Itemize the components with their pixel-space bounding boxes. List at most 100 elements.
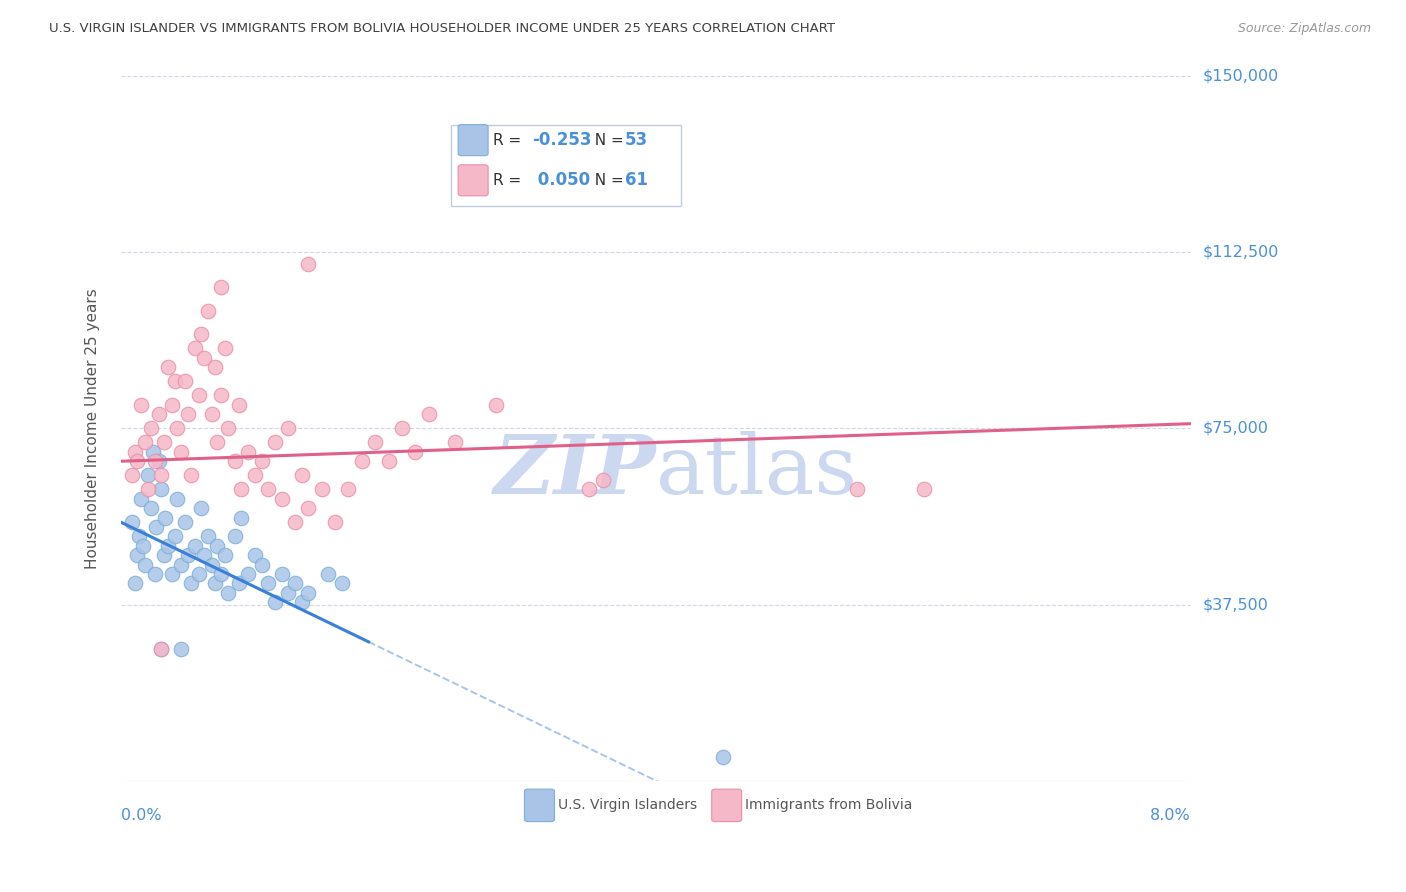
Point [391, 421, 413, 435]
Text: 0.0%: 0.0% [121, 808, 162, 823]
Point [177, 407, 200, 421]
Point [127, 454, 149, 468]
Y-axis label: Householder Income Under 25 years: Householder Income Under 25 years [86, 288, 100, 569]
Text: $112,500: $112,500 [1202, 244, 1278, 260]
Point [174, 375, 197, 389]
Point [121, 468, 143, 483]
Point [224, 529, 246, 543]
Text: R =: R = [494, 173, 527, 188]
Point [166, 491, 188, 506]
Point [224, 454, 246, 468]
Point [193, 351, 215, 365]
Point [284, 576, 307, 591]
Point [170, 642, 193, 657]
Point [323, 516, 346, 530]
Point [404, 445, 426, 459]
Point [217, 586, 239, 600]
Point [187, 566, 209, 581]
Point [238, 566, 260, 581]
Point [177, 548, 200, 562]
Point [150, 468, 173, 483]
Point [238, 445, 260, 459]
Point [183, 539, 205, 553]
Point [201, 407, 224, 421]
Point [139, 501, 162, 516]
Point [124, 576, 146, 591]
Point [150, 642, 173, 657]
FancyBboxPatch shape [711, 789, 742, 822]
Point [270, 491, 292, 506]
Point [136, 468, 159, 483]
Point [257, 576, 280, 591]
Point [150, 483, 173, 497]
Point [291, 468, 314, 483]
Point [217, 421, 239, 435]
Text: $75,000: $75,000 [1202, 421, 1268, 436]
Point [197, 304, 219, 318]
Point [121, 516, 143, 530]
Point [250, 454, 273, 468]
Point [484, 398, 506, 412]
Point [297, 257, 319, 271]
Point [134, 435, 156, 450]
Point [163, 375, 186, 389]
Point [228, 576, 250, 591]
Point [187, 388, 209, 402]
Point [190, 501, 212, 516]
Point [297, 501, 319, 516]
Text: $37,500: $37,500 [1202, 597, 1268, 612]
Point [160, 566, 183, 581]
Text: Immigrants from Bolivia: Immigrants from Bolivia [745, 798, 912, 813]
Point [204, 576, 226, 591]
Point [207, 539, 229, 553]
Point [127, 548, 149, 562]
Point [444, 435, 467, 450]
Point [264, 435, 287, 450]
Point [180, 468, 202, 483]
FancyBboxPatch shape [458, 165, 488, 196]
Point [170, 558, 193, 572]
Text: -0.253: -0.253 [531, 131, 592, 149]
Point [134, 558, 156, 572]
FancyBboxPatch shape [458, 125, 488, 155]
Point [129, 398, 152, 412]
Text: N =: N = [585, 133, 628, 148]
Point [128, 529, 150, 543]
Point [214, 342, 236, 356]
Point [250, 558, 273, 572]
Point [330, 576, 353, 591]
Point [364, 435, 387, 450]
Point [156, 539, 179, 553]
Point [124, 445, 146, 459]
Point [207, 435, 229, 450]
Point [418, 407, 440, 421]
Point [277, 421, 299, 435]
Point [231, 510, 253, 524]
Point [139, 421, 162, 435]
Point [155, 510, 177, 524]
Point [377, 454, 399, 468]
Point [228, 398, 250, 412]
Point [243, 548, 266, 562]
Text: 61: 61 [626, 171, 648, 189]
FancyBboxPatch shape [524, 789, 554, 822]
Text: U.S. Virgin Islanders: U.S. Virgin Islanders [558, 798, 697, 813]
Point [131, 539, 153, 553]
Point [201, 558, 224, 572]
Point [148, 454, 170, 468]
Point [136, 483, 159, 497]
Point [143, 454, 166, 468]
Point [209, 388, 232, 402]
Point [145, 520, 167, 534]
Point [912, 483, 935, 497]
Point [291, 595, 314, 609]
Point [156, 360, 179, 375]
Point [183, 342, 205, 356]
Point [257, 483, 280, 497]
Text: N =: N = [585, 173, 628, 188]
Point [270, 566, 292, 581]
Point [163, 529, 186, 543]
Point [845, 483, 868, 497]
Point [129, 491, 152, 506]
Text: ZIP: ZIP [494, 431, 657, 510]
